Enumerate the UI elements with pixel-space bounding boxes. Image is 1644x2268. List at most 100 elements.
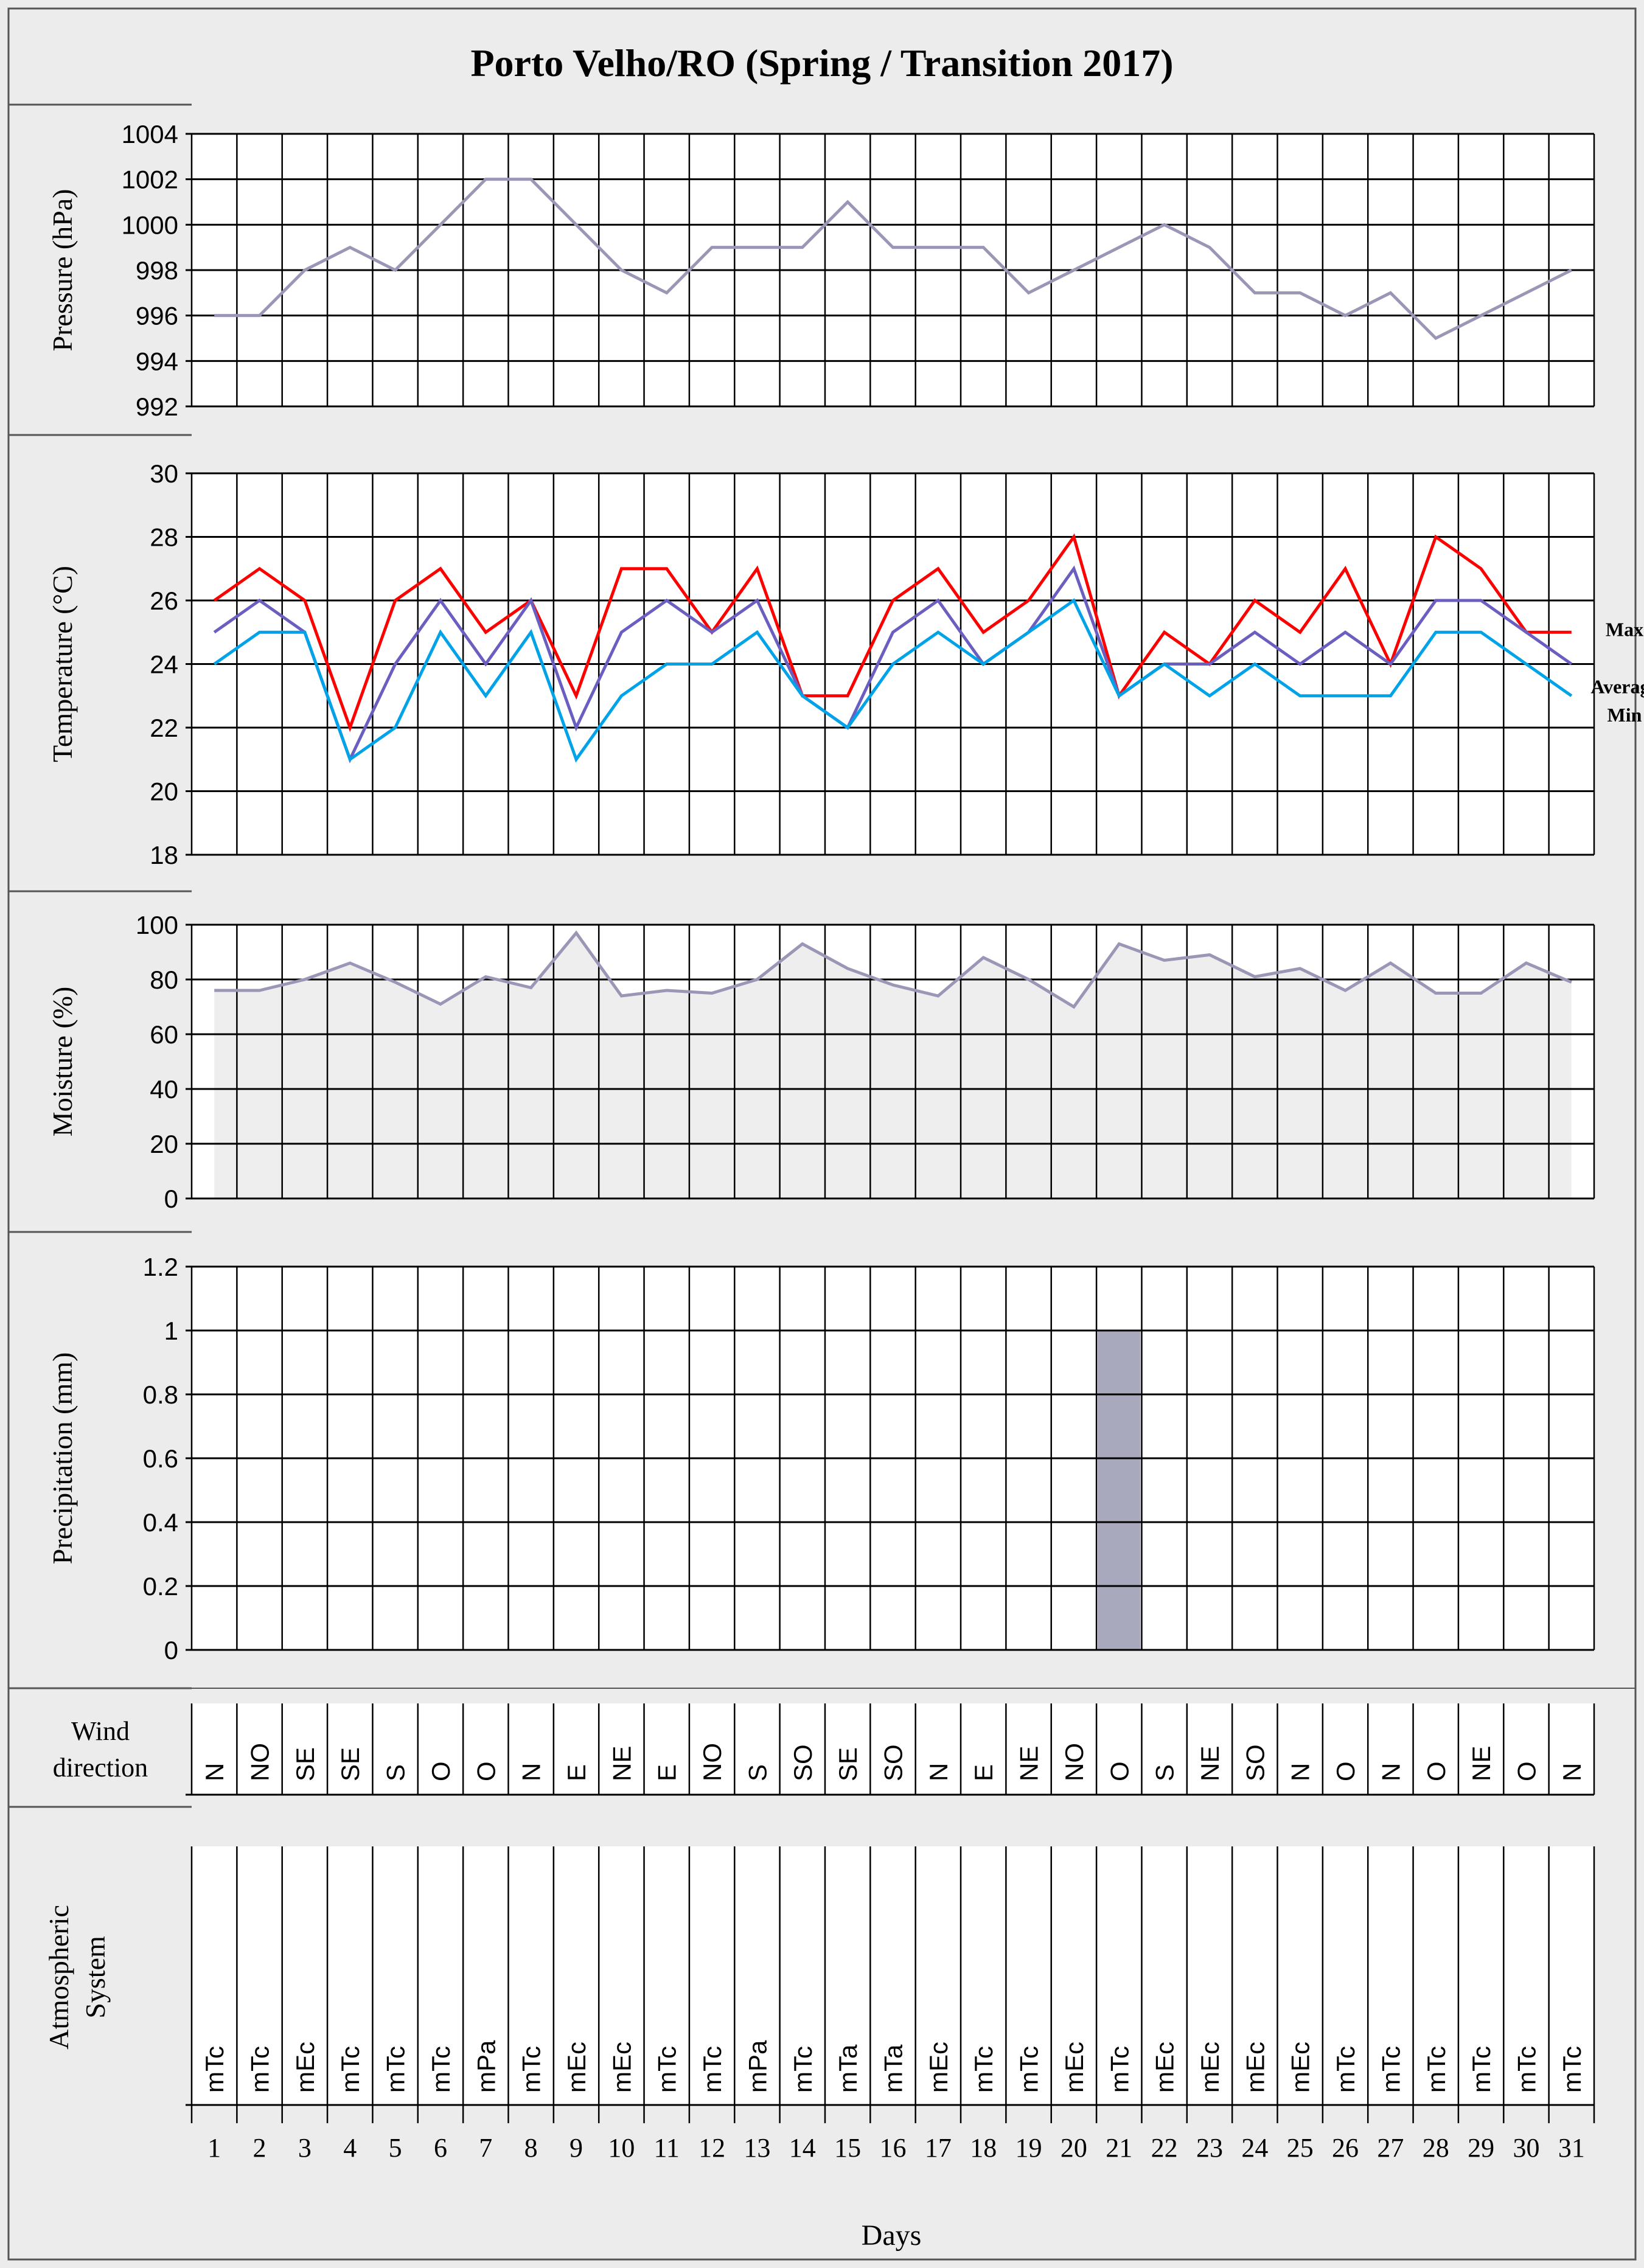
wind-direction-day-11: E: [653, 1764, 681, 1781]
x-tick-label-day-9: 9: [569, 2133, 583, 2163]
precipitation-bar-day-21: [1098, 1331, 1141, 1650]
x-tick-label-day-16: 16: [880, 2133, 907, 2163]
atmospheric-system-day-6: mTc: [427, 2046, 455, 2093]
x-tick-label-day-26: 26: [1332, 2133, 1359, 2163]
atmospheric-system-day-11: mTc: [653, 2046, 681, 2093]
x-tick-label-day-15: 15: [834, 2133, 861, 2163]
x-tick-label-day-14: 14: [789, 2133, 816, 2163]
wind-direction-day-3: SE: [291, 1747, 319, 1781]
x-axis-label: Days: [862, 2219, 922, 2252]
pressure-y-tick-label: 1002: [122, 165, 178, 194]
atmospheric-system-day-25: mEc: [1286, 2042, 1315, 2093]
wind-direction-day-5: S: [381, 1764, 410, 1781]
pressure-y-tick-label: 992: [136, 392, 178, 421]
moisture-y-tick-label: 80: [150, 965, 178, 994]
atmospheric-system-day-3: mEc: [291, 2042, 319, 2093]
x-tick-label-day-19: 19: [1015, 2133, 1042, 2163]
wind-direction-day-13: S: [743, 1764, 771, 1781]
atmospheric-system-day-23: mEc: [1196, 2042, 1224, 2093]
wind-direction-day-10: NE: [607, 1746, 636, 1781]
x-tick-label-day-30: 30: [1513, 2133, 1539, 2163]
atmospheric-system-day-13: mPa: [743, 2040, 771, 2093]
atmospheric-system-day-30: mTc: [1512, 2046, 1541, 2093]
temperature-series-average-line: [213, 565, 1573, 764]
atmospheric-system-day-15: mTa: [834, 2044, 862, 2093]
atmospheric-system-day-19: mTc: [1015, 2046, 1043, 2093]
x-tick-label-day-17: 17: [925, 2133, 952, 2163]
panel-moisture: 0 20 40 60 80 100 Moisture (%): [47, 911, 1595, 1213]
wind-direction-day-23: NE: [1196, 1746, 1224, 1781]
panel-atmospheric: mTc mTc mEc mTc mTc mTc mPa mTc mEc mEc mTc mTc mPa m…: [43, 1846, 1595, 2123]
atmospheric-system-day-17: mEc: [924, 2042, 953, 2093]
moisture-y-tick-label: 0: [164, 1184, 178, 1213]
x-tick-label-day-1: 1: [207, 2133, 221, 2163]
precipitation-y-tick-label: 0: [164, 1636, 178, 1664]
x-tick-label-day-10: 10: [608, 2133, 635, 2163]
wind-direction-day-18: E: [969, 1764, 998, 1781]
pressure-y-tick-label: 996: [136, 302, 178, 330]
wind-direction-day-20: NO: [1060, 1743, 1088, 1781]
atmospheric-system-day-9: mEc: [562, 2042, 591, 2093]
x-tick-label-day-13: 13: [744, 2133, 770, 2163]
wind-direction-day-31: N: [1558, 1763, 1586, 1781]
pressure-y-tick-label: 994: [136, 347, 178, 375]
wind-direction-day-2: NO: [246, 1743, 274, 1781]
precipitation-y-tick-label: 0.2: [143, 1572, 178, 1601]
wind-direction-day-16: SO: [879, 1744, 908, 1781]
wind-direction-day-12: NO: [698, 1743, 726, 1781]
x-tick-label-day-2: 2: [253, 2133, 266, 2163]
wind-direction-day-24: SO: [1241, 1744, 1269, 1781]
pressure-y-axis-label: Pressure (hPa): [47, 189, 78, 352]
atmospheric-system-day-28: mTc: [1422, 2046, 1451, 2093]
temperature-y-tick-label: 22: [150, 714, 178, 742]
atmospheric-system-day-31: mTc: [1558, 2046, 1586, 2093]
moisture-series-moisture-line: [214, 930, 1572, 1009]
atmospheric-system-day-26: mTc: [1331, 2046, 1360, 2093]
temperature-y-tick-label: 30: [150, 459, 178, 488]
atmospheric-system-day-21: mTc: [1105, 2046, 1134, 2093]
atmospheric-system-day-29: mTc: [1467, 2046, 1496, 2093]
atmospheric-system-day-22: mEc: [1151, 2042, 1179, 2093]
x-tick-label-day-5: 5: [389, 2133, 402, 2163]
wind-direction-day-14: SO: [789, 1744, 817, 1781]
wind-direction-day-30: O: [1512, 1761, 1541, 1781]
wind-direction-day-4: SE: [336, 1747, 364, 1781]
moisture-y-tick-label: 100: [136, 911, 178, 939]
temperature-series-min-line: [213, 598, 1573, 763]
x-tick-label-day-28: 28: [1423, 2133, 1449, 2163]
x-tick-label-day-18: 18: [970, 2133, 997, 2163]
wind-direction-day-21: O: [1105, 1761, 1134, 1781]
atmospheric-table-area: [192, 1846, 1594, 2105]
wind-direction-day-29: NE: [1467, 1746, 1496, 1781]
pressure-y-tick-label: 1000: [122, 210, 178, 239]
wind-table-area: [192, 1703, 1594, 1795]
moisture-y-axis-label: Moisture (%): [47, 987, 78, 1137]
wind-direction-day-6: O: [427, 1761, 455, 1781]
wind-label-line1: Wind: [71, 1716, 130, 1746]
x-tick-label-day-31: 31: [1558, 2133, 1585, 2163]
atmospheric-label-line2: System: [80, 1936, 111, 2019]
pressure-y-tick-label: 998: [136, 256, 178, 285]
wind-direction-day-27: N: [1376, 1763, 1405, 1781]
wind-direction-day-9: E: [562, 1764, 591, 1781]
wind-direction-day-1: N: [200, 1763, 229, 1781]
atmospheric-system-day-18: mTc: [969, 2046, 998, 2093]
atmospheric-system-day-16: mTa: [879, 2044, 908, 2093]
legend-label-min: Min: [1607, 704, 1642, 726]
atmospheric-label-line1: Atmospheric: [43, 1905, 74, 2050]
atmospheric-system-day-1: mTc: [200, 2046, 229, 2093]
x-tick-label-day-6: 6: [434, 2133, 447, 2163]
x-tick-label-day-12: 12: [698, 2133, 725, 2163]
x-tick-label-day-22: 22: [1151, 2133, 1178, 2163]
pressure-y-tick-label: 1004: [122, 120, 178, 148]
wind-direction-day-22: S: [1151, 1764, 1179, 1781]
temperature-y-tick-label: 28: [150, 523, 178, 552]
x-tick-label-day-24: 24: [1241, 2133, 1268, 2163]
x-tick-label-day-3: 3: [298, 2133, 312, 2163]
atmospheric-system-day-8: mTc: [517, 2046, 546, 2093]
panel-precipitation: 0 0.2 0.4 0.6 0.8 1 1.2 Precipitation (mm): [47, 1253, 1595, 1664]
legend-label-average: Average: [1590, 676, 1644, 698]
wind-direction-day-26: O: [1331, 1761, 1360, 1781]
wind-label-line2: direction: [53, 1753, 148, 1783]
wind-direction-day-28: O: [1422, 1761, 1451, 1781]
